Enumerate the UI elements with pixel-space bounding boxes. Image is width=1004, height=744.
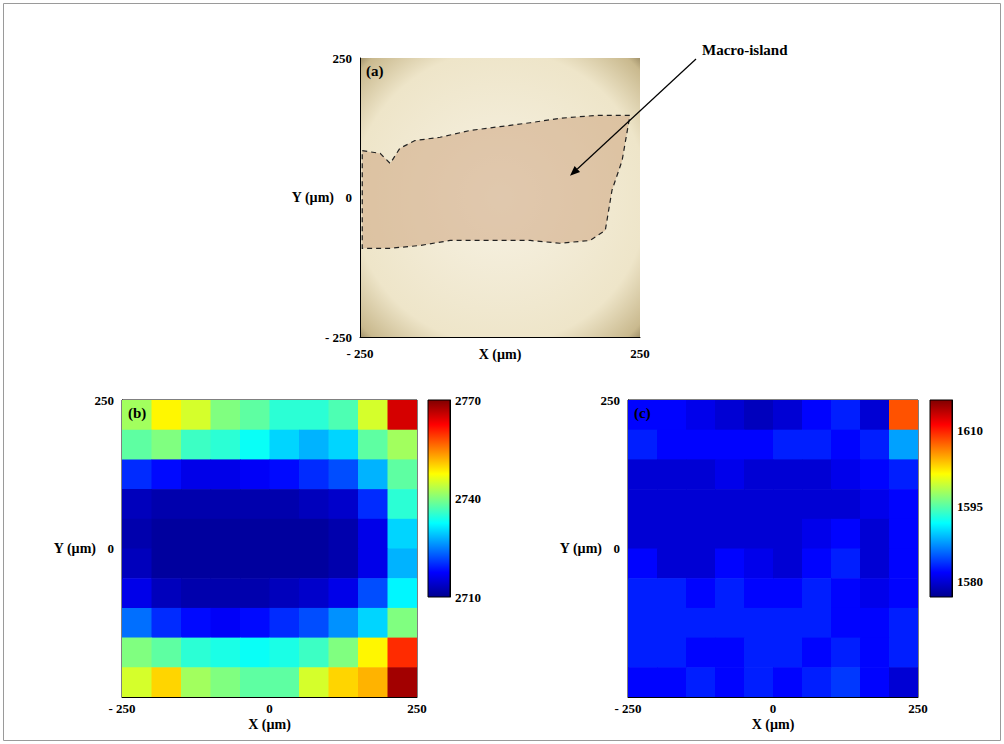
svg-text:250: 250	[630, 346, 650, 361]
svg-text:250: 250	[95, 393, 115, 408]
svg-text:- 250: - 250	[325, 330, 352, 345]
svg-text:1595: 1595	[957, 499, 984, 514]
svg-text:0: 0	[108, 541, 115, 556]
svg-text:X (µm): X (µm)	[752, 717, 795, 733]
svg-text:250: 250	[908, 701, 928, 716]
svg-text:2710: 2710	[455, 590, 481, 605]
svg-text:- 250: - 250	[346, 346, 373, 361]
svg-text:(c): (c)	[634, 405, 651, 422]
svg-text:- 250: - 250	[108, 701, 135, 716]
svg-text:(b): (b)	[128, 405, 146, 422]
svg-text:Macro-island: Macro-island	[702, 42, 788, 58]
svg-text:250: 250	[333, 51, 353, 66]
svg-text:2770: 2770	[455, 393, 481, 408]
svg-text:Y (µm): Y (µm)	[560, 541, 602, 557]
svg-text:- 250: - 250	[614, 701, 641, 716]
svg-text:(a): (a)	[366, 63, 384, 80]
svg-text:1580: 1580	[957, 574, 983, 589]
svg-text:1610: 1610	[957, 423, 983, 438]
svg-text:0: 0	[266, 701, 273, 716]
svg-text:0: 0	[346, 190, 353, 205]
svg-text:0: 0	[614, 541, 621, 556]
svg-text:Y (µm): Y (µm)	[292, 190, 334, 206]
svg-text:X (µm): X (µm)	[479, 347, 522, 363]
svg-text:Y (µm): Y (µm)	[54, 541, 96, 557]
svg-text:X (µm): X (µm)	[248, 717, 291, 733]
svg-text:0: 0	[770, 701, 777, 716]
svg-text:250: 250	[601, 393, 621, 408]
svg-text:2740: 2740	[455, 491, 481, 506]
svg-text:250: 250	[407, 701, 427, 716]
